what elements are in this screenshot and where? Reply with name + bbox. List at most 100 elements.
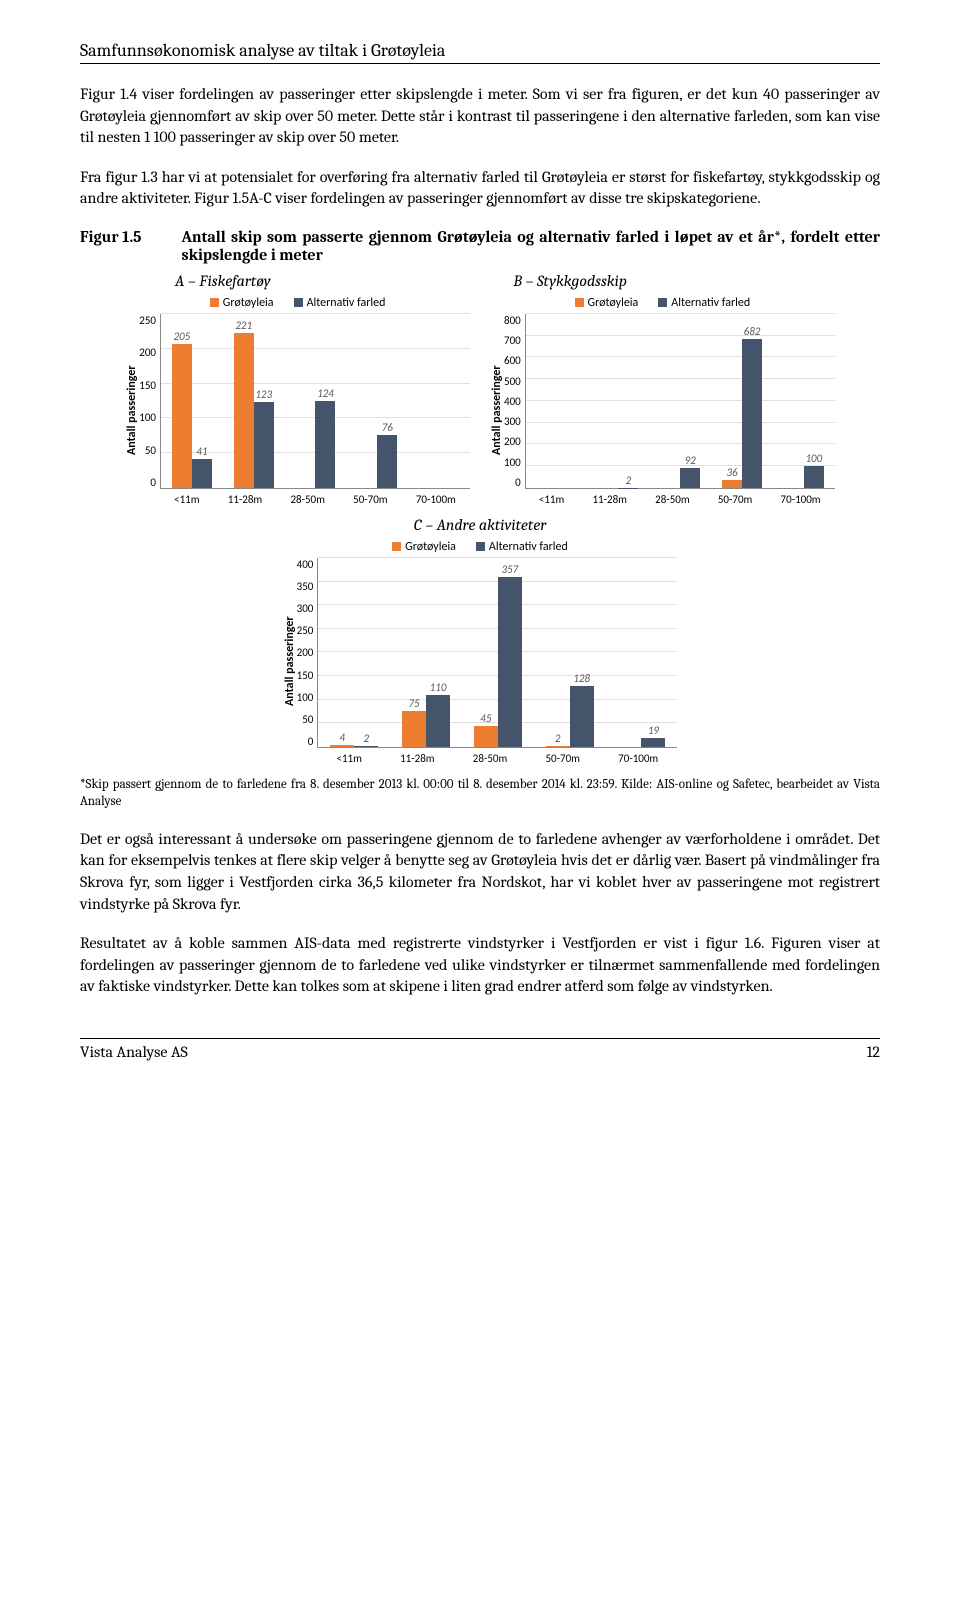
bar-series-1: 221	[234, 333, 254, 488]
y-tick: 700	[504, 334, 521, 347]
legend-label-2: Alternativ farled	[489, 540, 568, 554]
bar-series-2: 76	[377, 435, 397, 488]
bar-value-label: 2	[626, 474, 632, 487]
bar-series-2: 124	[315, 401, 335, 488]
subtitle-c: C – Andre aktiviteter	[80, 516, 880, 534]
bar-value-label: 41	[196, 445, 207, 458]
chart-c: Grøtøyleia Alternativ farled Antall passer…	[283, 540, 678, 765]
page-footer: Vista Analyse AS 12	[80, 1038, 880, 1061]
bar-series-2: 41	[192, 459, 212, 488]
bar-series-2: 123	[254, 402, 274, 488]
bar-value-label: 357	[501, 563, 518, 576]
y-tick: 500	[504, 375, 521, 388]
bar-group: 42	[330, 745, 378, 747]
bar-group: 45357	[474, 577, 522, 747]
y-tick: 350	[297, 580, 314, 593]
bar-group: 36682	[722, 339, 762, 488]
x-tick: 11-28m	[592, 493, 626, 506]
bar-group: 92	[660, 468, 700, 488]
bar-group: 19	[617, 738, 665, 747]
charts-row-ab: Grøtøyleia Alternativ farled Antall passer…	[80, 296, 880, 506]
x-tick: 50-70m	[718, 493, 752, 506]
legend-item-1: Grøtøyleia	[392, 540, 456, 554]
chart-legend: Grøtøyleia Alternativ farled	[490, 296, 835, 310]
x-tick: 50-70m	[545, 752, 579, 765]
x-tick: 28-50m	[473, 752, 507, 765]
y-tick: 200	[504, 435, 521, 448]
bar-value-label: 128	[573, 672, 590, 685]
y-tick: 100	[504, 456, 521, 469]
footer-left: Vista Analyse AS	[80, 1043, 188, 1061]
bar-group: 124	[295, 401, 335, 488]
y-tick: 100	[139, 411, 156, 424]
y-tick: 300	[504, 415, 521, 428]
x-tick: 70-100m	[781, 493, 821, 506]
bar-series-2: 110	[426, 695, 450, 747]
chart-b: Grøtøyleia Alternativ farled Antall passer…	[490, 296, 835, 506]
legend-item-1: Grøtøyleia	[210, 296, 274, 310]
y-axis-label: Antall passeringer	[490, 314, 504, 506]
legend-label-1: Grøtøyleia	[588, 296, 639, 310]
bar-value-label: 2	[363, 732, 369, 745]
bar-value-label: 76	[382, 421, 393, 434]
page-header: Samfunnsøkonomisk analyse av tiltak i Gr…	[80, 40, 880, 64]
bar-series-1: 2	[546, 746, 570, 747]
bar-value-label: 110	[430, 681, 447, 694]
chart-a: Grøtøyleia Alternativ farled Antall passer…	[125, 296, 470, 506]
x-tick: 11-28m	[400, 752, 434, 765]
y-axis-label: Antall passeringer	[125, 314, 139, 506]
bar-value-label: 123	[255, 388, 272, 401]
bar-value-label: 221	[235, 319, 252, 332]
legend-item-2: Alternativ farled	[294, 296, 386, 310]
bar-series-2: 682	[742, 339, 762, 488]
y-tick: 250	[297, 624, 314, 637]
bar-series-2: 92	[680, 468, 700, 488]
subtitle-a: A – Fiskefartøy	[175, 272, 513, 290]
x-tick: 70-100m	[416, 493, 456, 506]
bar-value-label: 75	[408, 697, 419, 710]
bar-series-2: 2	[354, 746, 378, 747]
figure-label: Figur 1.5	[80, 228, 141, 264]
bar-group: 76	[357, 435, 397, 488]
bar-value-label: 19	[648, 724, 659, 737]
figure-footnote: *Skip passert gjennom de to farledene fr…	[80, 777, 880, 811]
chart-legend: Grøtøyleia Alternativ farled	[125, 296, 470, 310]
paragraph-2: Fra figur 1.3 har vi at potensialet for …	[80, 167, 880, 210]
y-tick: 400	[504, 395, 521, 408]
y-tick: 50	[297, 713, 314, 726]
bar-value-label: 682	[744, 325, 761, 338]
footer-right: 12	[867, 1043, 880, 1061]
bar-value-label: 100	[805, 452, 822, 465]
y-axis-label: Antall passeringer	[283, 558, 297, 765]
legend-item-2: Alternativ farled	[658, 296, 750, 310]
bar-series-2: 100	[804, 466, 824, 488]
bar-series-1: 36	[722, 480, 742, 488]
y-tick: 0	[504, 476, 521, 489]
bar-group: 2128	[546, 686, 594, 747]
x-tick: <11m	[174, 493, 199, 506]
y-tick: 600	[504, 354, 521, 367]
charts-row-c: Grøtøyleia Alternativ farled Antall passer…	[80, 540, 880, 765]
y-tick: 200	[139, 346, 156, 359]
chart-legend: Grøtøyleia Alternativ farled	[283, 540, 678, 554]
x-tick: 28-50m	[655, 493, 689, 506]
bar-series-2: 19	[641, 738, 665, 747]
bar-group: 100	[784, 466, 824, 488]
legend-label-1: Grøtøyleia	[405, 540, 456, 554]
bar-group: 221123	[234, 333, 274, 488]
y-tick: 200	[297, 646, 314, 659]
paragraph-1: Figur 1.4 viser fordelingen av passering…	[80, 84, 880, 149]
legend-label-1: Grøtøyleia	[223, 296, 274, 310]
x-tick: 70-100m	[618, 752, 658, 765]
y-tick: 100	[297, 691, 314, 704]
legend-label-2: Alternativ farled	[307, 296, 386, 310]
y-tick: 800	[504, 314, 521, 327]
x-tick: 11-28m	[228, 493, 262, 506]
subtitles-row: A – Fiskefartøy B – Stykkgodsskip	[175, 272, 880, 290]
legend-label-2: Alternativ farled	[671, 296, 750, 310]
legend-item-2: Alternativ farled	[476, 540, 568, 554]
bar-value-label: 36	[726, 466, 737, 479]
bar-value-label: 4	[339, 731, 345, 744]
y-tick: 400	[297, 558, 314, 571]
bar-value-label: 205	[174, 330, 191, 343]
